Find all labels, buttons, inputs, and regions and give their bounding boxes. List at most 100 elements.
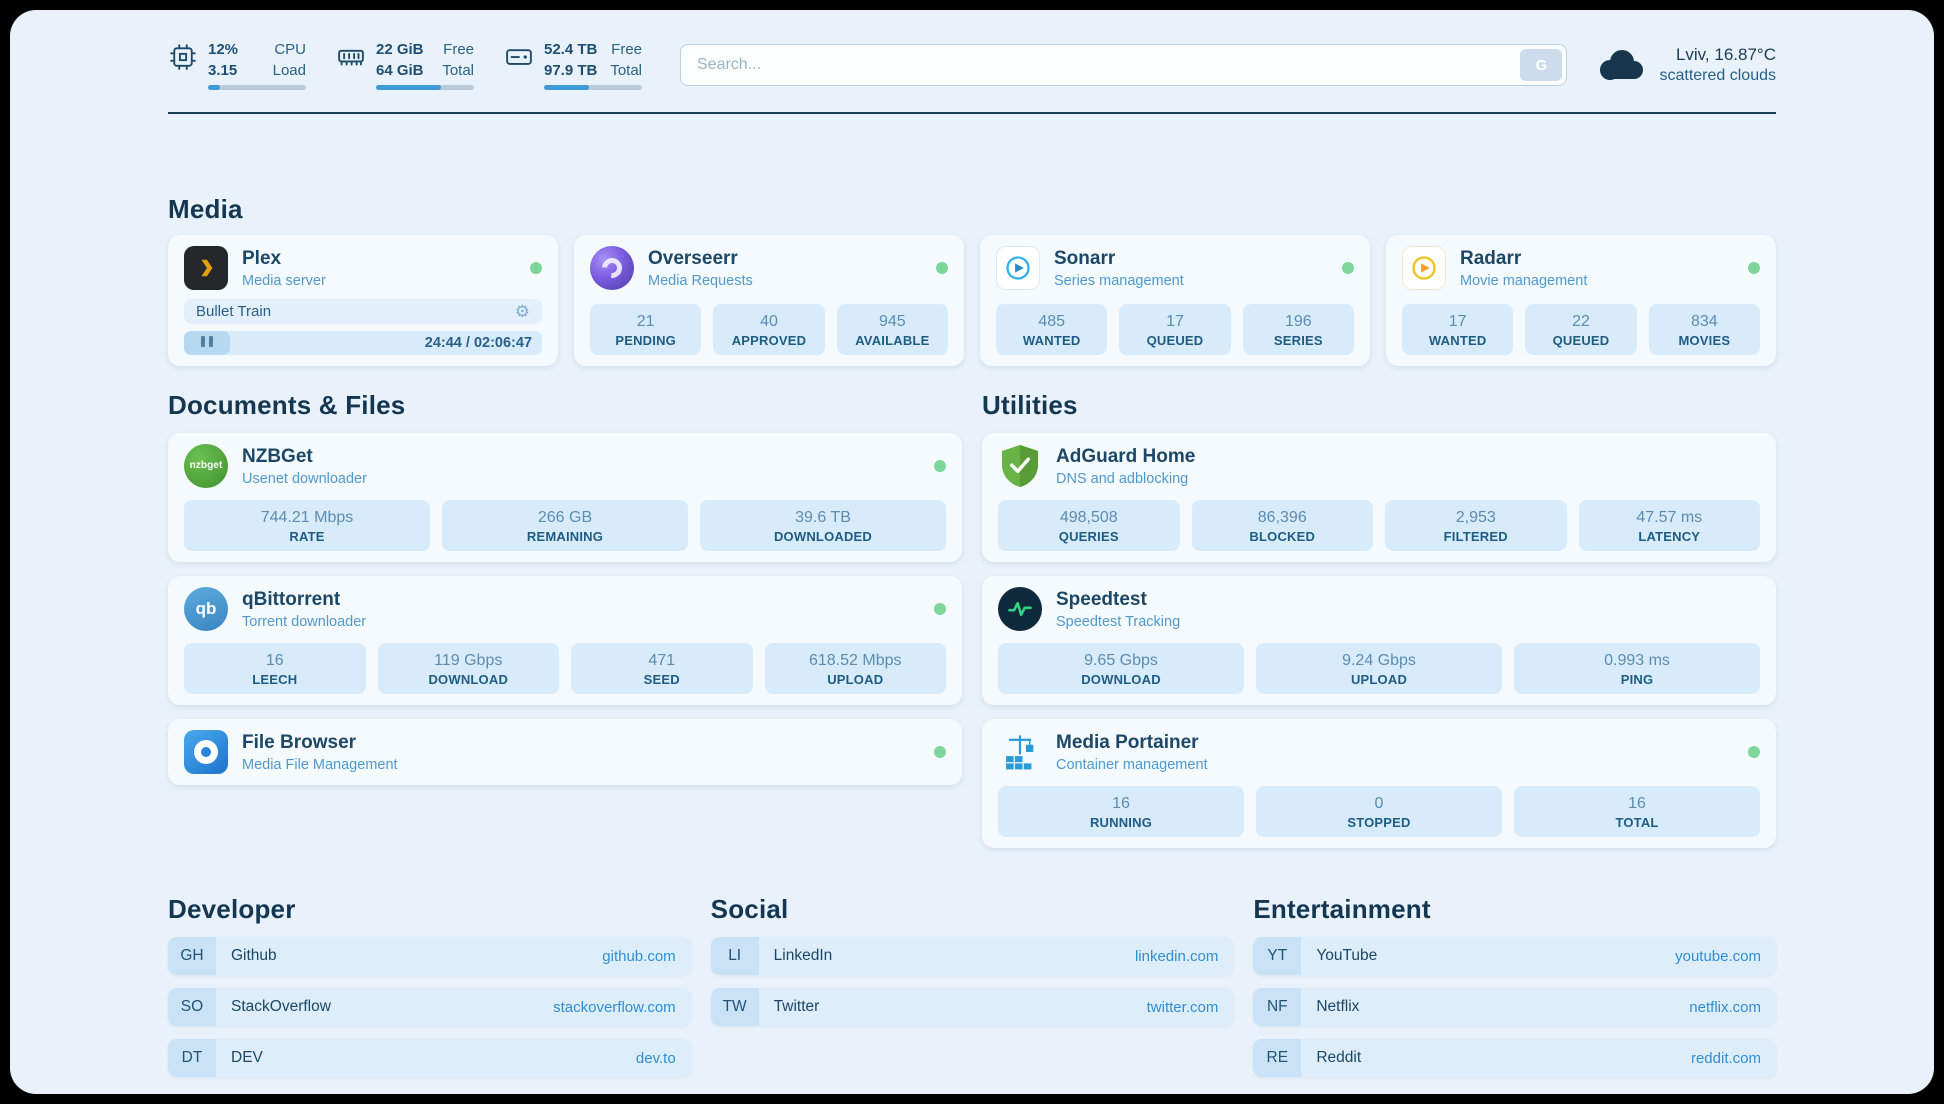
bookmark-url: dev.to [635,1049,676,1067]
memory-total-value: 64 GiB [376,61,424,79]
bookmark-github[interactable]: GH Github github.com [168,937,691,975]
stat-movies: 834 MOVIES [1648,304,1760,355]
stat-approved: 40 APPROVED [713,304,825,355]
qbittorrent-icon: qb [184,587,228,631]
search-provider-button[interactable]: G [1520,49,1563,81]
service-card-speedtest[interactable]: Speedtest Speedtest Tracking 9.65 Gbps D… [982,576,1776,705]
bookmark-abbr: YT [1253,937,1302,975]
service-name: Media Portainer [1056,731,1199,753]
service-subtitle: Speedtest Tracking [1056,613,1181,630]
service-name: Sonarr [1054,247,1116,269]
service-card-sonarr[interactable]: Sonarr Series management 485 WANTED 17 Q… [980,235,1370,366]
weather-location-temp: Lviv, 16.87°C [1675,45,1776,64]
service-name: NZBGet [242,445,313,467]
disk-icon [504,42,534,72]
bookmark-linkedin[interactable]: LI LinkedIn linkedin.com [710,937,1234,975]
plex-now-playing: Bullet Train ⚙ [184,299,542,324]
bookmark-youtube[interactable]: YT YouTube youtube.com [1253,937,1776,975]
bookmark-group-developer: Developer GH Github github.com SO StackO… [168,894,691,1077]
service-card-qbittorrent[interactable]: qb qBittorrent Torrent downloader 16 LEE… [168,576,962,705]
service-card-plex[interactable]: Plex Media server Bullet Train ⚙ 24:44 [168,235,558,366]
service-card-filebrowser[interactable]: File Browser Media File Management [168,719,962,785]
status-dot [936,262,948,274]
service-name: AdGuard Home [1056,445,1196,467]
plex-icon [184,246,228,290]
service-subtitle: Media Requests [648,272,753,289]
bookmark-abbr: LI [710,937,759,975]
bookmark-dev[interactable]: DT DEV dev.to [168,1039,691,1077]
stat-filtered: 2,953 FILTERED [1385,500,1567,551]
section-title-entertainment: Entertainment [1253,894,1431,924]
stat-rate: 744.21 Mbps RATE [184,500,430,551]
stat-total: 16 TOTAL [1514,786,1760,837]
bookmark-group-social: Social LI LinkedIn linkedin.com TW Twitt… [710,894,1234,1077]
service-subtitle: Media File Management [242,756,398,773]
bookmark-name: YouTube [1316,947,1378,964]
bookmark-name: Reddit [1316,1049,1362,1066]
bookmark-name: StackOverflow [231,998,331,1015]
service-card-adguard[interactable]: AdGuard Home DNS and adblocking 498,508 … [982,433,1776,562]
gear-icon[interactable]: ⚙ [514,302,530,321]
stat-wanted: 485 WANTED [996,304,1108,355]
disk-total-value: 97.9 TB [544,61,598,79]
stat-downloaded: 39.6 TB DOWNLOADED [700,500,946,551]
plex-progress-fill [184,331,230,355]
search-input[interactable] [680,44,1568,86]
service-subtitle: Torrent downloader [242,613,367,630]
stat-running: 16 RUNNING [998,786,1244,837]
bookmark-reddit[interactable]: RE Reddit reddit.com [1253,1039,1776,1077]
stat-latency: 47.57 ms LATENCY [1578,500,1760,551]
disk-total-label: Total [610,61,642,79]
stat-wanted: 17 WANTED [1402,304,1514,355]
memory-icon [336,42,366,72]
status-dot [934,603,946,615]
section-title-media: Media [168,194,243,224]
service-card-portainer[interactable]: Media Portainer Container management 16 … [982,719,1776,848]
stat-queued: 22 QUEUED [1525,304,1637,355]
service-subtitle: DNS and adblocking [1056,470,1189,487]
service-card-nzbget[interactable]: nzbget NZBGet Usenet downloader 744.21 M… [168,433,962,562]
header: 12% CPU 3.15 Load [168,40,1776,90]
dashboard-page: 12% CPU 3.15 Load [10,10,1934,1094]
bookmark-abbr: SO [168,988,216,1026]
service-card-overseerr[interactable]: Overseerr Media Requests 21 PENDING 40 A… [574,235,964,366]
stat-seed: 471 SEED [571,643,753,694]
memory-progress-bar [376,85,474,90]
bookmark-name: Github [231,947,277,964]
bookmark-abbr: NF [1253,988,1302,1026]
speedtest-icon [998,587,1042,631]
bookmark-url: github.com [602,947,676,965]
stat-blocked: 86,396 BLOCKED [1191,500,1373,551]
cpu-widget: 12% CPU 3.15 Load [168,40,306,90]
header-divider [168,112,1776,114]
bookmark-stackoverflow[interactable]: SO StackOverflow stackoverflow.com [168,988,691,1026]
cpu-usage-label: CPU [274,41,306,58]
pause-icon[interactable] [200,334,214,352]
resource-widgets: 12% CPU 3.15 Load [168,40,642,90]
stat-download: 119 Gbps DOWNLOAD [377,643,559,694]
bookmark-url: twitter.com [1146,998,1219,1016]
weather-condition: scattered clouds [1659,67,1776,84]
adguard-icon [998,444,1042,488]
disk-progress-bar [544,85,642,90]
bookmark-twitter[interactable]: TW Twitter twitter.com [710,988,1234,1026]
cloud-icon [1595,48,1647,82]
service-card-radarr[interactable]: Radarr Movie management 17 WANTED 22 QUE… [1386,235,1776,366]
service-name: File Browser [242,731,357,753]
bookmark-name: Twitter [773,998,820,1015]
weather-widget: Lviv, 16.87°C scattered clouds [1595,45,1776,85]
plex-progress-bar[interactable]: 24:44 / 02:06:47 [184,331,542,355]
service-name: Speedtest [1056,588,1147,610]
status-dot [934,746,946,758]
stat-pending: 21 PENDING [590,304,702,355]
overseerr-icon [590,246,634,290]
bookmark-url: youtube.com [1675,947,1761,965]
stat-queued: 17 QUEUED [1119,304,1231,355]
stat-upload: 9.24 Gbps UPLOAD [1256,643,1502,694]
cpu-load-value: 3.15 [208,61,238,79]
bookmark-group-entertainment: Entertainment YT YouTube youtube.com NF … [1253,894,1776,1077]
sonarr-icon [996,246,1040,290]
disk-free-label: Free [611,41,642,58]
bookmark-abbr: GH [168,937,216,975]
bookmark-netflix[interactable]: NF Netflix netflix.com [1253,988,1776,1026]
